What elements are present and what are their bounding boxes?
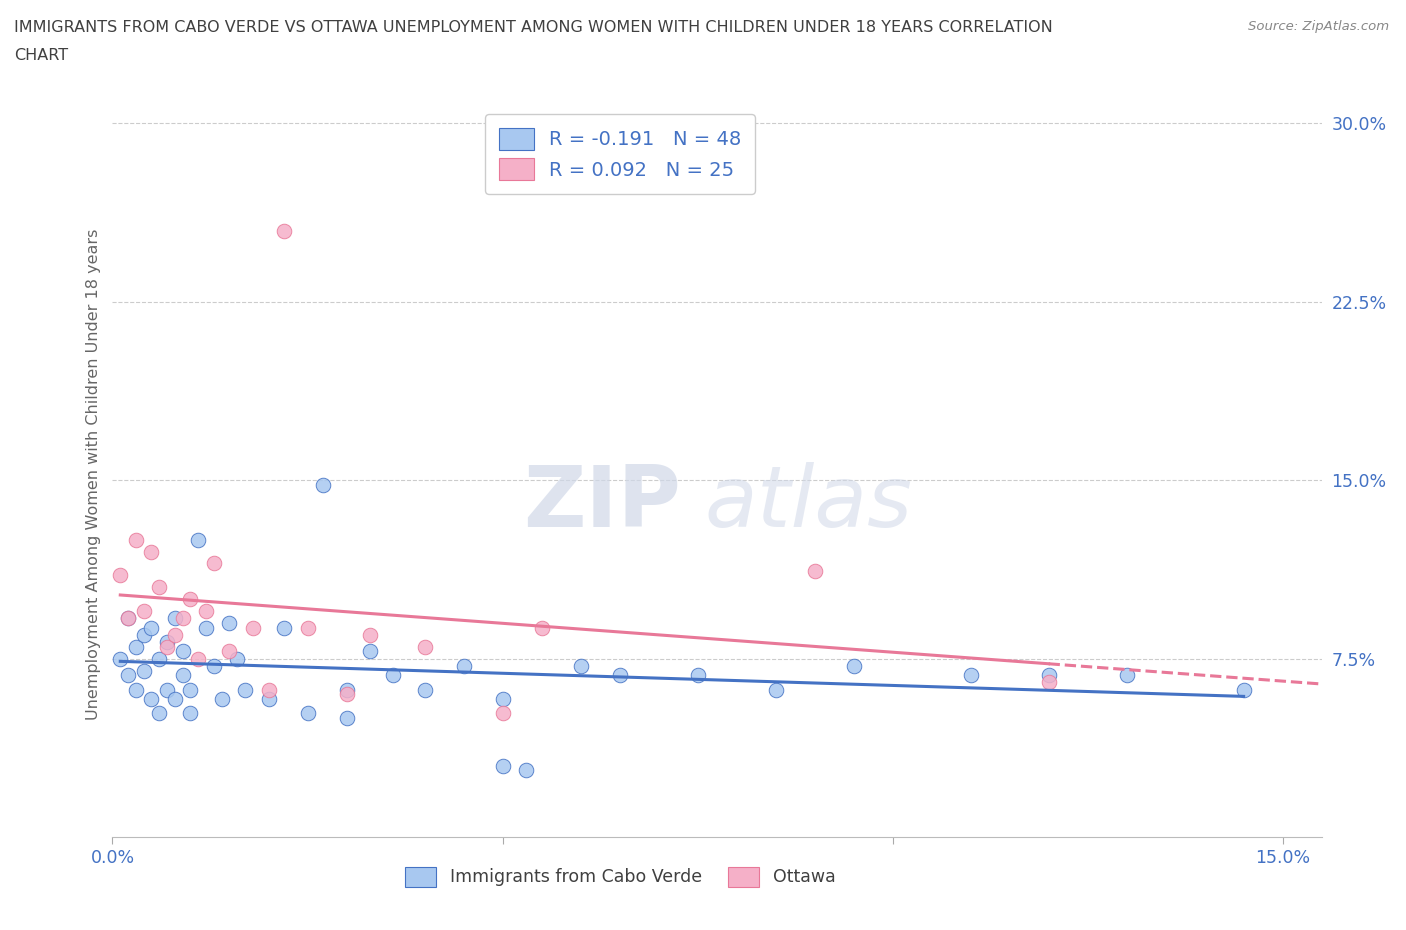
Point	[156, 639, 179, 654]
Point	[233, 682, 256, 697]
Point	[163, 692, 186, 707]
Point	[110, 568, 132, 583]
Point	[226, 651, 249, 666]
Point	[172, 611, 194, 626]
Point	[148, 706, 170, 721]
Point	[273, 223, 295, 238]
Point	[187, 651, 209, 666]
Point	[163, 611, 186, 626]
Point	[413, 639, 436, 654]
Y-axis label: Unemployment Among Women with Children Under 18 years: Unemployment Among Women with Children U…	[86, 229, 101, 720]
Point	[187, 532, 209, 547]
Point	[335, 682, 357, 697]
Point	[132, 628, 155, 643]
Point	[569, 658, 592, 673]
Point	[110, 651, 132, 666]
Point	[803, 564, 825, 578]
Point	[515, 763, 537, 777]
Text: ZIP: ZIP	[523, 462, 681, 545]
Point	[359, 628, 381, 643]
Point	[297, 706, 319, 721]
Point	[148, 579, 170, 594]
Point	[335, 711, 357, 725]
Point	[218, 644, 240, 659]
Point	[141, 620, 163, 635]
Point	[359, 644, 381, 659]
Point	[413, 682, 436, 697]
Point	[257, 682, 280, 697]
Point	[172, 644, 194, 659]
Point	[179, 706, 201, 721]
Point	[141, 692, 163, 707]
Point	[765, 682, 787, 697]
Point	[1115, 668, 1137, 683]
Point	[842, 658, 865, 673]
Point	[273, 620, 295, 635]
Point	[312, 478, 335, 493]
Point	[297, 620, 319, 635]
Point	[117, 668, 139, 683]
Point	[195, 604, 218, 618]
Point	[382, 668, 405, 683]
Point	[211, 692, 233, 707]
Point	[686, 668, 709, 683]
Point	[132, 663, 155, 678]
Point	[195, 620, 218, 635]
Point	[156, 634, 179, 649]
Point	[1038, 675, 1060, 690]
Point	[148, 651, 170, 666]
Point	[179, 591, 201, 606]
Point	[125, 682, 148, 697]
Point	[125, 532, 148, 547]
Point	[117, 611, 139, 626]
Point	[1233, 682, 1256, 697]
Text: CHART: CHART	[14, 48, 67, 63]
Point	[491, 692, 513, 707]
Legend: Immigrants from Cabo Verde, Ottawa: Immigrants from Cabo Verde, Ottawa	[398, 859, 842, 894]
Point	[335, 687, 357, 702]
Point	[609, 668, 631, 683]
Point	[202, 556, 225, 571]
Point	[141, 544, 163, 559]
Text: IMMIGRANTS FROM CABO VERDE VS OTTAWA UNEMPLOYMENT AMONG WOMEN WITH CHILDREN UNDE: IMMIGRANTS FROM CABO VERDE VS OTTAWA UNE…	[14, 20, 1053, 35]
Point	[959, 668, 981, 683]
Text: atlas: atlas	[704, 462, 912, 545]
Point	[117, 611, 139, 626]
Point	[132, 604, 155, 618]
Point	[242, 620, 264, 635]
Point	[530, 620, 553, 635]
Point	[172, 668, 194, 683]
Point	[491, 706, 513, 721]
Text: Source: ZipAtlas.com: Source: ZipAtlas.com	[1249, 20, 1389, 33]
Point	[453, 658, 475, 673]
Point	[156, 682, 179, 697]
Point	[179, 682, 201, 697]
Point	[218, 616, 240, 631]
Point	[163, 628, 186, 643]
Point	[257, 692, 280, 707]
Point	[491, 758, 513, 773]
Point	[125, 639, 148, 654]
Point	[1038, 668, 1060, 683]
Point	[202, 658, 225, 673]
